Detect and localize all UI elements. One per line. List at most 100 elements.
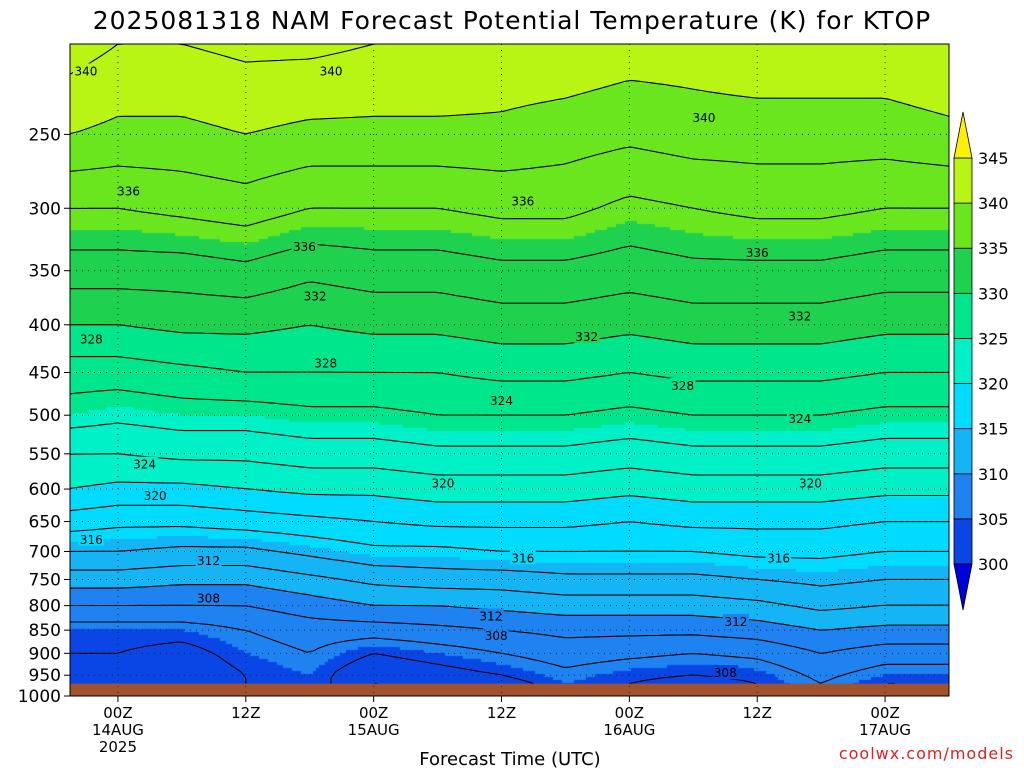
contour-label-bg (509, 193, 536, 208)
contour-line-340 (69, 79, 950, 135)
contour-label-bg (786, 411, 813, 426)
contour-line-308 (70, 604, 949, 654)
contour-label-bg (131, 456, 158, 471)
contour-label: 332 (788, 310, 811, 324)
colorbar-band (953, 157, 973, 204)
colorbar-band (953, 383, 973, 430)
x-tick-label: 00Z (103, 704, 132, 722)
contour-label: 316 (767, 551, 790, 565)
contour-label: 308 (197, 591, 220, 605)
y-tick-label: 700 (29, 543, 61, 563)
colorbar-band (953, 247, 973, 294)
contour-label-bg (765, 550, 792, 565)
chart-title: 2025081318 NAM Forecast Potential Temper… (93, 6, 931, 35)
contour-label: 332 (575, 330, 598, 344)
colorbar-label: 325 (978, 329, 1009, 348)
contour-label: 340 (692, 111, 715, 125)
contour-line-326 (69, 389, 949, 416)
contour-line-336 (70, 195, 949, 227)
y-tick-label: 650 (29, 512, 61, 532)
contour-line-306 (70, 621, 949, 684)
colorbar-label: 315 (978, 420, 1009, 439)
contour-label: 340 (75, 64, 98, 78)
contour-label: 308 (714, 666, 737, 680)
contour-line-318 (69, 504, 949, 530)
contour-label: 336 (746, 246, 769, 260)
x-tick-label: 00Z (615, 704, 644, 722)
y-tick-label: 750 (29, 570, 61, 590)
y-tick-label: 550 (29, 445, 61, 465)
x-tick-label: 15AUG (348, 721, 400, 739)
contour-label-bg (488, 393, 515, 408)
contour-label: 312 (724, 615, 747, 629)
contour-label-bg (786, 308, 813, 323)
contour-line-304 (70, 641, 895, 685)
contour-label: 316 (511, 551, 534, 565)
contour-label-bg (78, 531, 105, 546)
contour-line-324 (69, 422, 949, 447)
y-tick-label: 600 (29, 480, 61, 500)
contour-label: 312 (197, 554, 220, 568)
y-tick-label: 350 (29, 262, 61, 282)
colorbar-label: 340 (978, 194, 1009, 213)
contour-label: 328 (671, 379, 694, 393)
colorbar-label: 300 (978, 555, 1009, 574)
x-tick-label: 12Z (231, 704, 260, 722)
contour-line-320 (69, 481, 949, 503)
x-tick-label: 16AUG (603, 721, 655, 739)
contour-label: 336 (293, 240, 316, 254)
x-tick-label: 00Z (870, 704, 899, 722)
colorbar-legend: 345 340 335 330 325 320 315 310 305 300 (953, 111, 1009, 611)
grid-lines (70, 44, 949, 697)
colorbar-bottom-arrow (953, 563, 973, 611)
y-axis: 250 300 350 400 450 500 550 600 650 700 750 800 850 9… (18, 125, 70, 707)
contour-label-bg (318, 63, 345, 78)
contour-line-332 (70, 281, 949, 304)
contour-label: 320 (799, 477, 822, 491)
ground-fill (70, 683, 949, 696)
y-tick-label: 400 (29, 316, 61, 336)
contour-label-bg (195, 590, 222, 605)
colorbar-band (953, 473, 973, 520)
contour-label: 336 (511, 194, 534, 208)
plot-frame (69, 43, 950, 697)
x-tick-label: 14AUG (92, 721, 144, 739)
contour-label: 320 (144, 489, 167, 503)
colorbar-band (953, 428, 973, 475)
contour-lines (69, 43, 950, 685)
contour-label: 324 (133, 458, 156, 472)
contour-label-bg (690, 109, 717, 124)
contour-label: 328 (314, 356, 337, 370)
contour-label-bg (477, 608, 504, 623)
contour-line-338 (69, 146, 950, 185)
y-tick-label: 1000 (18, 687, 61, 707)
contour-label-bg (312, 355, 339, 370)
contour-label: 312 (479, 610, 502, 624)
contour-label: 308 (485, 629, 508, 643)
contour-label-bg (669, 377, 696, 392)
colorbar-label: 330 (978, 284, 1009, 303)
y-tick-label: 450 (29, 364, 61, 384)
contour-label-bg (509, 550, 536, 565)
contour-line-328 (70, 356, 949, 382)
contour-label-bg (483, 627, 510, 642)
x-tick-label: 12Z (487, 704, 516, 722)
contour-label-bg (573, 328, 600, 343)
contour-label-bg (722, 613, 749, 628)
contour-label: 332 (304, 289, 327, 303)
contour-line-310 (70, 584, 949, 631)
colorbar-band (953, 338, 973, 384)
plot-area: 340 340 340 336 336 336 336 332 332 332 328 328 328 3… (69, 43, 950, 697)
colorbar-top-arrow (953, 111, 973, 159)
x-tick-label: 17AUG (859, 721, 911, 739)
colorbar-label: 335 (978, 239, 1009, 258)
colorbar-band (953, 292, 973, 339)
y-tick-label: 800 (29, 597, 61, 617)
x-tick-label: 12Z (743, 704, 772, 722)
y-tick-label: 900 (29, 644, 61, 664)
contour-label-bg (72, 63, 99, 78)
contour-label-bg (291, 238, 318, 253)
contour-line-322 (69, 453, 949, 476)
contour-label-bg (142, 487, 169, 502)
